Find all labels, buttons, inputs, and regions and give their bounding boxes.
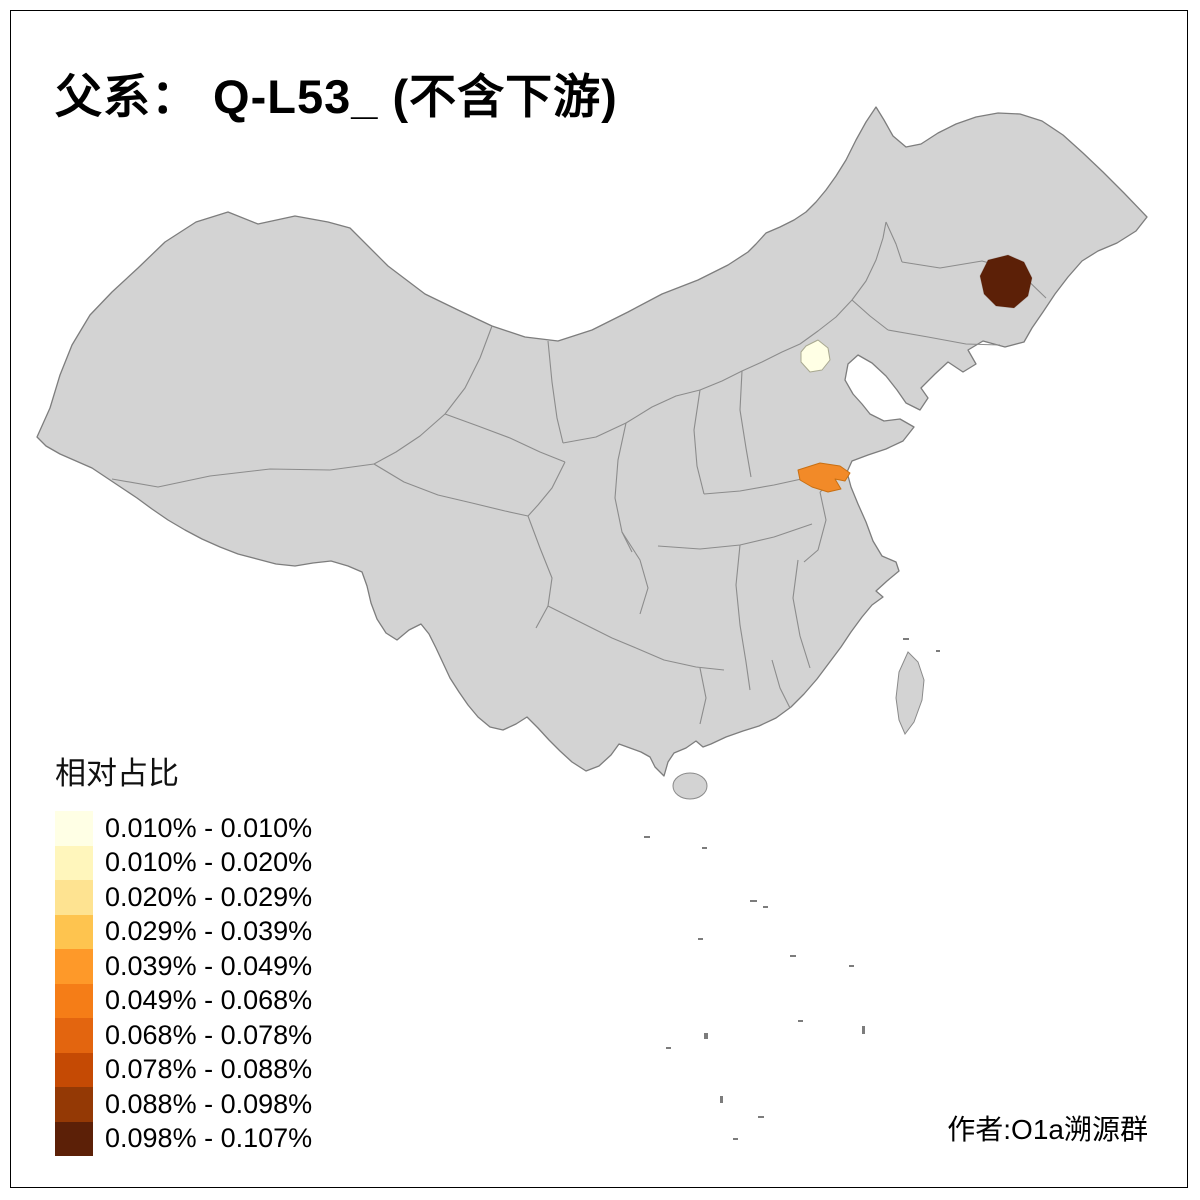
region-northeast-highlight bbox=[979, 254, 1033, 309]
legend-swatch bbox=[55, 1087, 93, 1122]
legend-item: 0.078% - 0.088% bbox=[55, 1052, 313, 1087]
legend-label: 0.088% - 0.098% bbox=[105, 1088, 313, 1119]
legend-label: 0.068% - 0.078% bbox=[105, 1019, 313, 1050]
mainland-china bbox=[36, 106, 1148, 777]
legend-label: 0.010% - 0.010% bbox=[105, 812, 313, 843]
attribution-text: 作者:O1a溯源群 bbox=[947, 1114, 1148, 1145]
legend-item: 0.010% - 0.020% bbox=[55, 845, 313, 880]
legend-item: 0.049% - 0.068% bbox=[55, 983, 313, 1018]
legend-item: 0.088% - 0.098% bbox=[55, 1087, 312, 1122]
legend-swatch bbox=[55, 1052, 93, 1087]
legend-swatch bbox=[55, 880, 93, 915]
legend-rows: 0.010% - 0.010% 0.010% - 0.020% 0.020% -… bbox=[55, 811, 312, 1156]
legend-swatch bbox=[55, 914, 93, 949]
legend-label: 0.039% - 0.049% bbox=[105, 950, 313, 981]
legend-item: 0.039% - 0.049% bbox=[55, 949, 312, 984]
legend-item: 0.068% - 0.078% bbox=[55, 1018, 312, 1053]
south-china-sea-islands bbox=[644, 638, 940, 1140]
legend-title: 相对占比 bbox=[55, 756, 179, 791]
legend-swatch bbox=[55, 983, 93, 1018]
legend-item: 0.010% - 0.010% bbox=[55, 811, 312, 846]
province-borders bbox=[111, 221, 1047, 725]
legend-swatch bbox=[55, 1121, 93, 1156]
legend-label: 0.049% - 0.068% bbox=[105, 985, 313, 1016]
legend-label: 0.010% - 0.020% bbox=[105, 847, 313, 878]
region-beijing-highlight bbox=[800, 339, 831, 373]
region-west-shandong-highlight bbox=[797, 462, 851, 493]
legend-swatch bbox=[55, 845, 93, 880]
legend-item: 0.029% - 0.039% bbox=[55, 914, 313, 949]
legend-item: 0.020% - 0.029% bbox=[55, 880, 312, 915]
legend-label: 0.078% - 0.088% bbox=[105, 1054, 313, 1085]
legend-swatch bbox=[55, 949, 93, 984]
legend-swatch bbox=[55, 1018, 93, 1053]
legend-item: 0.098% - 0.107% bbox=[55, 1121, 313, 1156]
legend-label: 0.029% - 0.039% bbox=[105, 916, 313, 947]
legend-label: 0.020% - 0.029% bbox=[105, 881, 313, 912]
legend-label: 0.098% - 0.107% bbox=[105, 1123, 313, 1154]
legend-swatch bbox=[55, 811, 93, 846]
hainan-island bbox=[672, 772, 708, 800]
map-title: 父系： Q-L53_ (不含下游) bbox=[55, 70, 618, 123]
legend: 相对占比 0.010% - 0.010% 0.010% - 0.020% 0.0… bbox=[55, 748, 312, 1156]
taiwan-island bbox=[895, 651, 925, 735]
